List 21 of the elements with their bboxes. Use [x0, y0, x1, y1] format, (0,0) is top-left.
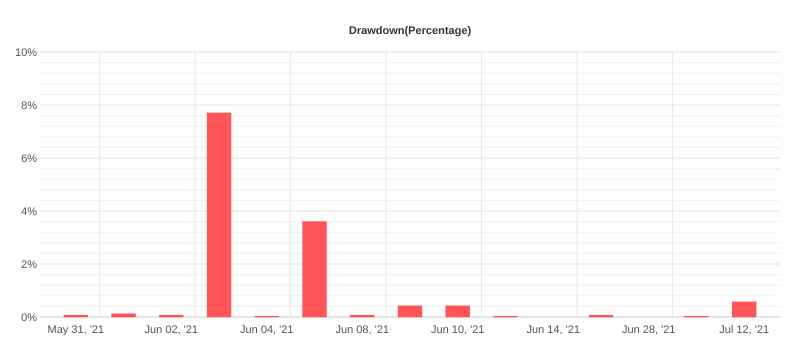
x-tick-label: Jun 04, '21: [240, 324, 294, 336]
y-tick-label: 8%: [21, 100, 38, 112]
bar: [446, 306, 470, 318]
chart-title: Drawdown(Percentage): [348, 25, 472, 37]
x-tick-label: Jun 08, '21: [336, 324, 389, 336]
x-tick-label: Jun 02, '21: [144, 324, 198, 336]
y-tick-label: 4%: [21, 206, 38, 218]
x-tick-label: Jun 14, '21: [526, 324, 580, 336]
x-tick-label: May 31, '21: [48, 324, 104, 336]
x-tick-label: Jul 12, '21: [719, 324, 770, 336]
bar: [302, 221, 327, 318]
y-tick-label: 10%: [14, 46, 38, 59]
bar: [206, 112, 232, 318]
y-tick-label: 0%: [21, 312, 38, 324]
bar: [111, 314, 136, 318]
y-tick-label: 2%: [21, 258, 38, 271]
y-tick-label: 6%: [21, 152, 38, 165]
bar: [398, 306, 422, 318]
x-tick-label: Jun 28, '21: [622, 324, 676, 336]
x-tick-label: Jun 10, '21: [431, 324, 484, 336]
bar: [732, 302, 756, 318]
